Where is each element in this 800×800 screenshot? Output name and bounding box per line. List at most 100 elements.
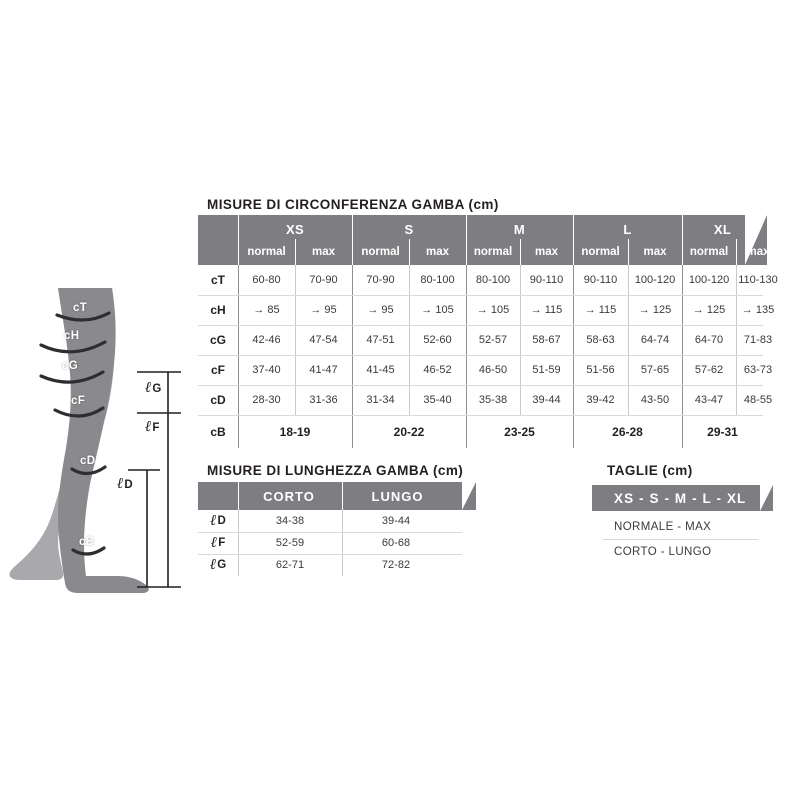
circ-rowlabel-cb: cB [210, 424, 226, 439]
table-cell: 39-44 [532, 394, 561, 406]
sizes-line-corto-lungo: CORTO - LUNGO [614, 546, 712, 558]
circ-rowlabel-cd: cD [210, 393, 226, 407]
circ-vrule-major-4 [682, 265, 683, 415]
table-cell: 57-65 [640, 364, 670, 376]
table-cell: 90-110 [583, 274, 618, 286]
table-cell: 58-63 [586, 334, 615, 346]
table-cell: 43-50 [640, 394, 670, 406]
circ-vrule-major-0 [238, 265, 239, 415]
circ-vrule-cb-0 [238, 415, 239, 448]
leg-label-cH: cH [64, 330, 80, 342]
table-cell: 57-62 [694, 364, 724, 376]
table-cell: 46-50 [478, 364, 508, 376]
circ-hrule-4 [198, 385, 763, 386]
sizes-line-normale-max: NORMALE - MAX [614, 521, 712, 533]
table-cell: 51-56 [586, 364, 615, 376]
sizes-band: XS - S - M - L - XL [592, 485, 760, 511]
front-leg-silhouette [58, 288, 149, 593]
circ-size-xs: XS [286, 222, 304, 237]
length-vrule-1 [342, 510, 343, 576]
length-header-lungo: LUNGO [371, 488, 424, 504]
table-cell: 28-30 [252, 394, 281, 406]
table-cell: 39-42 [586, 394, 615, 406]
table-cell: → 125 [692, 304, 726, 316]
table-cell: 72-82 [381, 559, 411, 571]
table-cell: 47-51 [366, 334, 395, 346]
table-cell: → 105 [476, 304, 510, 316]
circ-hdr-sep-s [409, 239, 410, 265]
band-cF [53, 406, 105, 418]
table-cell: → 85 [253, 304, 280, 316]
circ-subhdr-xs-max: max [311, 246, 336, 258]
circ-hrule-1 [198, 295, 763, 296]
table-cell: 23-25 [504, 424, 535, 439]
table-cell: 47-54 [309, 334, 338, 346]
leg-label-cF: cF [71, 395, 86, 407]
circ-subhdr-l-max: max [643, 246, 667, 258]
circ-hdr-sep-1 [352, 215, 353, 265]
circ-subhdr-l-normal: normal [581, 246, 620, 258]
circ-vrule-xl [736, 265, 737, 415]
table-cell: 35-40 [423, 394, 452, 406]
circ-hdr-sep-l [628, 239, 629, 265]
table-cell: → 125 [638, 304, 672, 316]
sizes-hrule [603, 539, 758, 540]
table-cell: → 95 [367, 304, 394, 316]
length-label-lD: ℓD [117, 476, 133, 492]
length-table-title: MISURE DI LUNGHEZZA GAMBA (cm) [207, 463, 464, 478]
sizes-panel-title: TAGLIE (cm) [607, 463, 693, 478]
circ-vrule-m [520, 265, 521, 415]
circ-hdr-sep-3 [573, 215, 574, 265]
circ-rowlabel-ch: cH [210, 303, 226, 317]
circ-vrule-major-1 [352, 265, 353, 415]
length-header-band [198, 482, 462, 510]
table-cell: 41-47 [309, 364, 338, 376]
table-cell: 35-38 [478, 394, 508, 406]
sizes-band-label: XS - S - M - L - XL [614, 490, 747, 506]
table-cell: → 115 [584, 304, 617, 316]
circ-rowlabel-ct: cT [210, 273, 225, 287]
table-cell: 100-120 [634, 274, 676, 286]
table-cell: 20-22 [393, 424, 425, 439]
table-cell: 58-67 [532, 334, 561, 346]
table-cell: 41-45 [366, 364, 395, 376]
circ-subhdr-m-normal: normal [473, 246, 513, 258]
table-cell: 37-40 [252, 364, 281, 376]
table-cell: → 95 [310, 304, 337, 316]
table-cell: 90-110 [529, 274, 564, 286]
table-cell: 110-130 [738, 274, 778, 286]
length-header-corto: CORTO [263, 488, 315, 504]
table-cell: 64-74 [640, 334, 670, 346]
circ-vrule-cb-2 [466, 415, 467, 448]
leg-label-cB: cB [79, 536, 95, 548]
circ-vrule-cb-1 [352, 415, 353, 448]
circ-hdr-sep-m [520, 239, 521, 265]
circ-vrule-cb-3 [573, 415, 574, 448]
table-cell: 80-100 [420, 274, 455, 286]
length-hrule-2 [198, 554, 462, 555]
circ-rowlabel-cg: cG [209, 333, 226, 347]
circ-header-band [198, 215, 745, 265]
table-cell: 26-28 [612, 424, 643, 439]
table-cell: 80-100 [475, 274, 511, 286]
circ-rowlabel-cf: cF [210, 363, 225, 377]
leg-label-cG: cG [62, 360, 78, 372]
circ-size-l: L [623, 222, 632, 237]
circ-vrule-s [409, 265, 410, 415]
table-cell: 52-59 [275, 537, 305, 549]
band-cH [39, 340, 107, 354]
leg-label-cD: cD [80, 455, 96, 467]
circ-subhdr-xl-max: max [746, 246, 770, 258]
leg-label-cT: cT [73, 302, 88, 314]
table-cell: 31-36 [309, 394, 338, 406]
leg-diagram-svg [9, 288, 181, 593]
circ-hdr-sep-xs [295, 239, 296, 265]
table-cell: → 105 [421, 304, 454, 316]
circ-hrule-5 [198, 415, 763, 416]
table-cell: 48-55 [743, 394, 773, 406]
table-cell: 62-71 [275, 559, 305, 571]
circ-vrule-l [628, 265, 629, 415]
circ-subhdr-xl-normal: normal [689, 246, 729, 258]
